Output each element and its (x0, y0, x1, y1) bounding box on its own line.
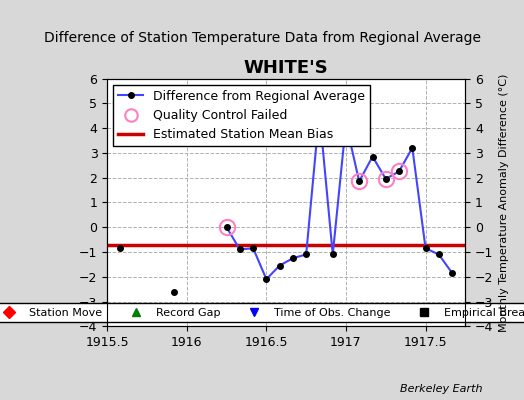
Legend: Station Move, Record Gap, Time of Obs. Change, Empirical Break: Station Move, Record Gap, Time of Obs. C… (0, 303, 524, 322)
Title: WHITE'S: WHITE'S (244, 59, 329, 77)
Text: Difference of Station Temperature Data from Regional Average: Difference of Station Temperature Data f… (43, 31, 481, 45)
Text: Berkeley Earth: Berkeley Earth (400, 384, 482, 394)
Y-axis label: Monthly Temperature Anomaly Difference (°C): Monthly Temperature Anomaly Difference (… (499, 73, 509, 332)
